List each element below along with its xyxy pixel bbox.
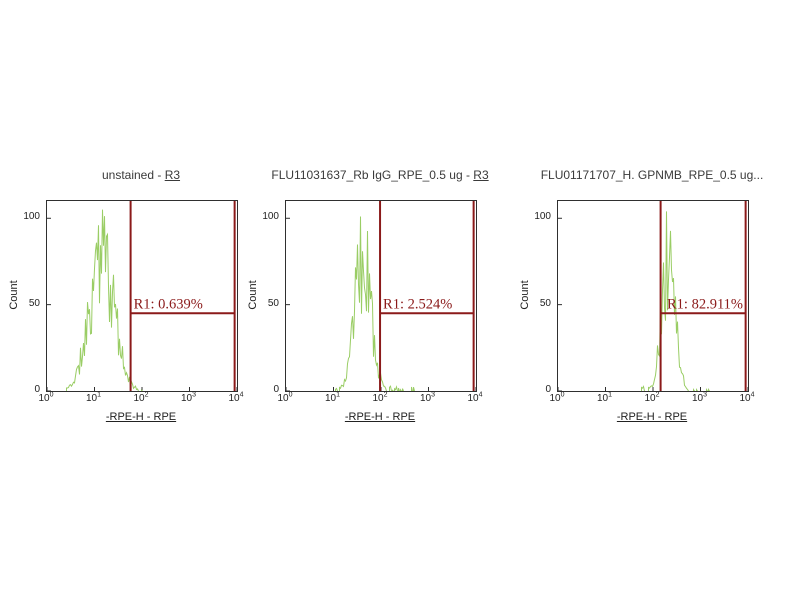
histogram-trace	[66, 209, 143, 391]
x-tick-label: 100	[277, 391, 293, 404]
histogram-trace	[335, 216, 415, 391]
histogram-svg: R1: 0.639%	[47, 201, 237, 391]
histogram-svg: R1: 82.911%	[558, 201, 748, 391]
flow-histogram-chart-1: unstained - R3 Count 0 50 100 R1: 0.639% 1…	[0, 168, 244, 430]
y-tick-label: 100	[534, 211, 551, 223]
x-tick-label: 101	[596, 391, 613, 404]
chart-title-region-link[interactable]: R3	[473, 168, 489, 182]
x-axis-label-wrap: -RPE-H - RPE	[285, 411, 475, 427]
x-tick-label: 100	[549, 391, 565, 404]
y-tick-label: 100	[23, 211, 40, 223]
gate-label: R1: 0.639%	[134, 296, 203, 312]
x-axis-label-wrap: -RPE-H - RPE	[557, 411, 747, 427]
x-tick-label: 104	[739, 391, 755, 404]
y-tick-label: 50	[539, 297, 551, 309]
chart-title-region-link[interactable]: R3	[164, 168, 181, 182]
y-tick-label: 50	[28, 297, 40, 309]
x-tick-label: 102	[372, 391, 388, 404]
x-tick-label: 103	[419, 391, 436, 404]
plot-area: R1: 82.911%	[557, 200, 749, 392]
chart-title: unstained - R3	[46, 168, 236, 184]
x-tick-label: 104	[228, 391, 244, 404]
flow-histogram-chart-3: FLU01171707_H. GPNMB_RPE_0.5 ug... Count…	[511, 168, 764, 430]
flow-histogram-chart-2: FLU11031637_Rb IgG_RPE_0.5 ug - R3 Count…	[239, 168, 489, 430]
x-axis-label[interactable]: -RPE-H - RPE	[105, 411, 177, 423]
chart-title-inner: FLU11031637_Rb IgG_RPE_0.5 ug - R3	[271, 168, 488, 182]
chart-title: FLU01171707_H. GPNMB_RPE_0.5 ug...	[541, 168, 764, 184]
y-tick-label: 0	[34, 384, 40, 395]
y-tick-label: 0	[273, 384, 279, 395]
x-tick-label: 103	[180, 391, 197, 404]
x-tick-label: 104	[467, 391, 483, 404]
chart-title-inner: FLU01171707_H. GPNMB_RPE_0.5 ug...	[541, 168, 764, 182]
chart-title-inner: unstained - R3	[102, 168, 180, 182]
y-tick-label: 50	[267, 297, 279, 309]
histogram-svg: R1: 2.524%	[286, 201, 476, 391]
x-tick-label: 101	[324, 391, 341, 404]
y-tick-label: 100	[262, 211, 279, 223]
chart-title: FLU11031637_Rb IgG_RPE_0.5 ug - R3	[271, 168, 488, 184]
x-tick-label: 100	[38, 391, 54, 404]
gate-label: R1: 2.524%	[383, 296, 452, 312]
chart-title-text: FLU01171707_H. GPNMB_RPE_0.5 ug...	[540, 168, 764, 182]
x-tick-label: 101	[85, 391, 102, 404]
x-tick-label: 102	[644, 391, 660, 404]
histogram-trace	[641, 211, 710, 391]
x-tick-label: 102	[133, 391, 149, 404]
x-axis-label[interactable]: -RPE-H - RPE	[344, 411, 416, 423]
x-axis-label-wrap: -RPE-H - RPE	[46, 411, 236, 427]
x-axis-label[interactable]: -RPE-H - RPE	[616, 411, 688, 423]
x-tick-label: 103	[691, 391, 708, 404]
plot-area: R1: 2.524%	[285, 200, 477, 392]
y-tick-label: 0	[545, 384, 551, 395]
chart-title-text: FLU11031637_Rb IgG_RPE_0.5 ug -	[271, 168, 474, 182]
gate-label: R1: 82.911%	[667, 296, 743, 312]
chart-title-text: unstained -	[101, 168, 165, 182]
plot-area: R1: 0.639%	[46, 200, 238, 392]
